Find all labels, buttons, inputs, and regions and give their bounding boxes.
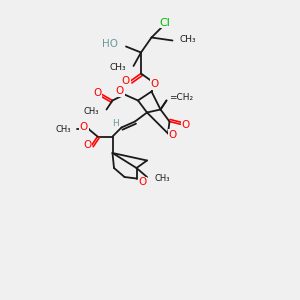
Text: O: O bbox=[138, 177, 147, 187]
Text: CH₃: CH₃ bbox=[83, 107, 99, 116]
Text: CH₃: CH₃ bbox=[55, 124, 70, 134]
Text: H: H bbox=[112, 118, 119, 127]
Text: O: O bbox=[168, 130, 177, 140]
Text: O: O bbox=[122, 76, 130, 86]
Text: HO: HO bbox=[102, 39, 118, 49]
Text: O: O bbox=[116, 86, 124, 97]
Text: CH₃: CH₃ bbox=[154, 174, 170, 183]
Text: O: O bbox=[150, 79, 159, 89]
Text: O: O bbox=[83, 140, 91, 151]
Text: CH₃: CH₃ bbox=[180, 34, 196, 43]
Text: =CH₂: =CH₂ bbox=[169, 93, 194, 102]
Text: O: O bbox=[80, 122, 88, 133]
Text: Cl: Cl bbox=[160, 17, 170, 28]
Text: O: O bbox=[182, 119, 190, 130]
Text: CH₃: CH₃ bbox=[110, 63, 126, 72]
Text: O: O bbox=[93, 88, 102, 98]
